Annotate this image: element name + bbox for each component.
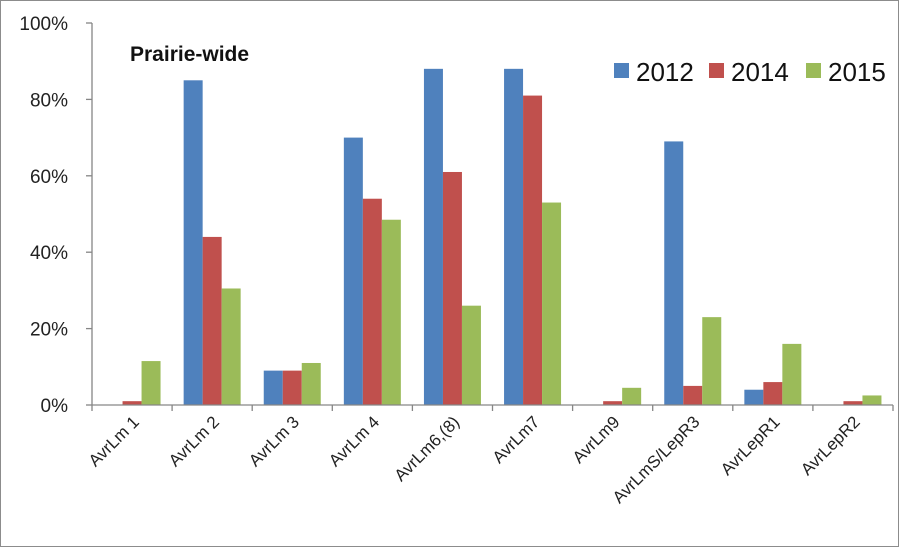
x-axis-labels: AvrLm 1 AvrLm 2 AvrLm 3 AvrLm 4 AvrLm6,(8) Av…	[85, 412, 864, 507]
bar-2012	[263, 370, 283, 405]
bar-2015	[301, 362, 321, 405]
bar-2014	[282, 370, 302, 405]
bar-2015	[221, 288, 241, 405]
bar-2012	[744, 389, 764, 405]
bar-2014	[202, 236, 222, 405]
x-category-label: AvrLm6,(8)	[391, 412, 464, 485]
legend-label: 2015	[828, 57, 886, 87]
bar-marks	[122, 68, 882, 406]
x-category-label: AvrLm 3	[245, 412, 303, 470]
y-tick-label: 100%	[19, 14, 68, 35]
bar-2014	[362, 198, 382, 405]
x-category-label: AvrLepR1	[717, 412, 784, 479]
bar-2012	[423, 68, 443, 405]
x-category-label: AvrLm 1	[85, 412, 143, 470]
bar-2012	[664, 141, 684, 406]
bar-2015	[622, 387, 642, 405]
bar-2012	[183, 80, 203, 406]
legend-label: 2014	[731, 57, 789, 87]
y-axis-ticks: 0% 20% 40% 60% 80% 100%	[19, 14, 92, 417]
bar-2012	[504, 68, 524, 405]
y-tick-label: 0%	[41, 396, 69, 417]
x-category-label: AvrLm 4	[325, 412, 383, 470]
legend-swatch	[614, 63, 629, 78]
bar-2014	[603, 401, 623, 405]
bar-2014	[763, 382, 783, 405]
bar-2014	[683, 385, 703, 405]
legend-swatch	[806, 63, 821, 78]
bar-2015	[782, 343, 802, 405]
legend-swatch	[709, 63, 724, 78]
y-tick-label: 40%	[30, 243, 68, 264]
axes	[91, 23, 894, 411]
x-category-label: AvrLmS/LepR3	[609, 412, 704, 507]
x-category-label: AvrLepR2	[797, 412, 864, 479]
x-category-label: AvrLm9	[569, 412, 624, 467]
bar-2014	[442, 171, 462, 405]
legend: 2012 2014 2015	[614, 57, 886, 87]
bar-2015	[461, 305, 481, 405]
y-tick-label: 20%	[30, 320, 68, 341]
bar-2012	[343, 137, 363, 405]
y-tick-label: 60%	[30, 167, 68, 188]
x-category-label: AvrLm7	[489, 412, 544, 467]
bar-2014	[122, 401, 142, 405]
bar-2015	[702, 317, 722, 405]
bar-2015	[141, 361, 161, 405]
chart-title: Prairie-wide	[130, 43, 249, 66]
bar-2015	[862, 395, 882, 405]
bar-2015	[381, 219, 401, 405]
bar-2014	[523, 95, 543, 405]
legend-label: 2012	[636, 57, 694, 87]
x-category-label: AvrLm 2	[165, 412, 223, 470]
y-tick-label: 80%	[30, 90, 68, 111]
bar-2014	[843, 401, 863, 405]
bar-2015	[542, 202, 562, 405]
